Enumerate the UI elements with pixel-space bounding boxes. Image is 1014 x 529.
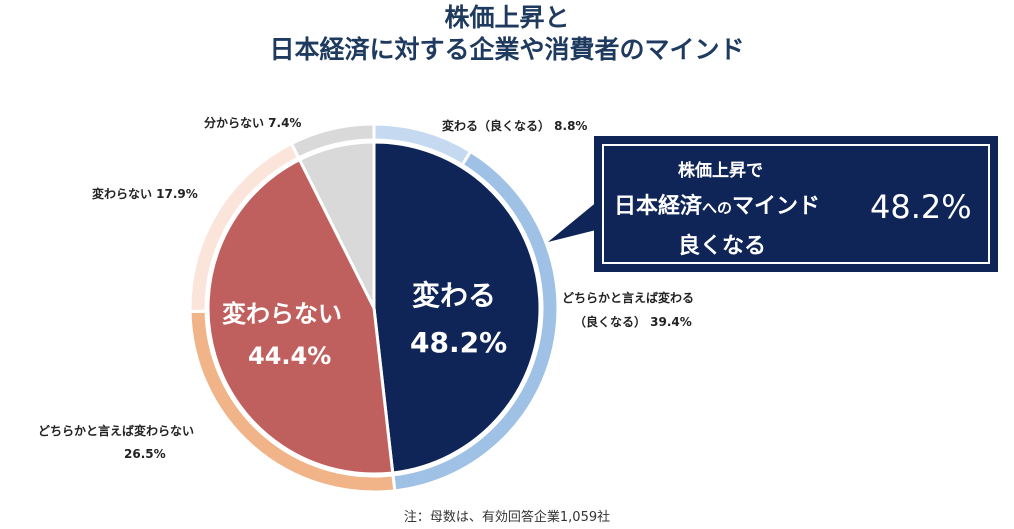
callout-line2-c: マインド xyxy=(732,194,821,219)
chart-title-line1: 株価上昇と xyxy=(444,3,570,32)
inner-label-change: 変わる xyxy=(412,279,497,312)
label-unknown: 分からない 7.4% xyxy=(204,116,302,130)
callout-line2-b: への xyxy=(702,199,733,217)
outer-ring xyxy=(188,122,560,494)
callout-pointer xyxy=(548,196,604,242)
callout-line2: 日本経済へのマインド xyxy=(614,188,820,220)
inner-slice-0 xyxy=(372,140,542,475)
callout-line2-a: 日本経済 xyxy=(614,194,703,219)
label-rather-change-line2: （良くなる） 39.4% xyxy=(574,315,692,329)
callout-box: 株価上昇で 日本経済へのマインド 良くなる 48.2% xyxy=(594,136,998,272)
label-change-good: 変わる（良くなる） 8.8% xyxy=(442,119,588,133)
outer-slice-4 xyxy=(289,122,376,160)
callout-border xyxy=(602,144,990,264)
inner-slice-2 xyxy=(297,140,376,309)
inner-pie xyxy=(206,140,542,476)
label-rather-nochange-line1: どちらかと言えば変わらない xyxy=(38,424,195,438)
footnote: 注：母数は、有効回答企業1,059社 xyxy=(403,510,611,525)
inner-value-change: 48.2% xyxy=(410,326,508,359)
callout-line1: 株価上昇で xyxy=(678,161,763,181)
callout-line3: 良くなる xyxy=(678,234,767,259)
inner-label-nochange: 変わらない xyxy=(222,300,342,328)
label-rather-nochange-line2: 26.5% xyxy=(124,447,166,461)
label-rather-change-line1: どちらかと言えば変わる xyxy=(562,291,695,305)
inner-value-nochange: 44.4% xyxy=(248,342,332,370)
chart-title-line2: 日本経済に対する企業や消費者のマインド xyxy=(269,35,745,64)
label-nochange: 変わらない 17.9% xyxy=(92,187,198,201)
inner-slice-1 xyxy=(206,157,395,476)
callout-value: 48.2% xyxy=(870,188,972,226)
